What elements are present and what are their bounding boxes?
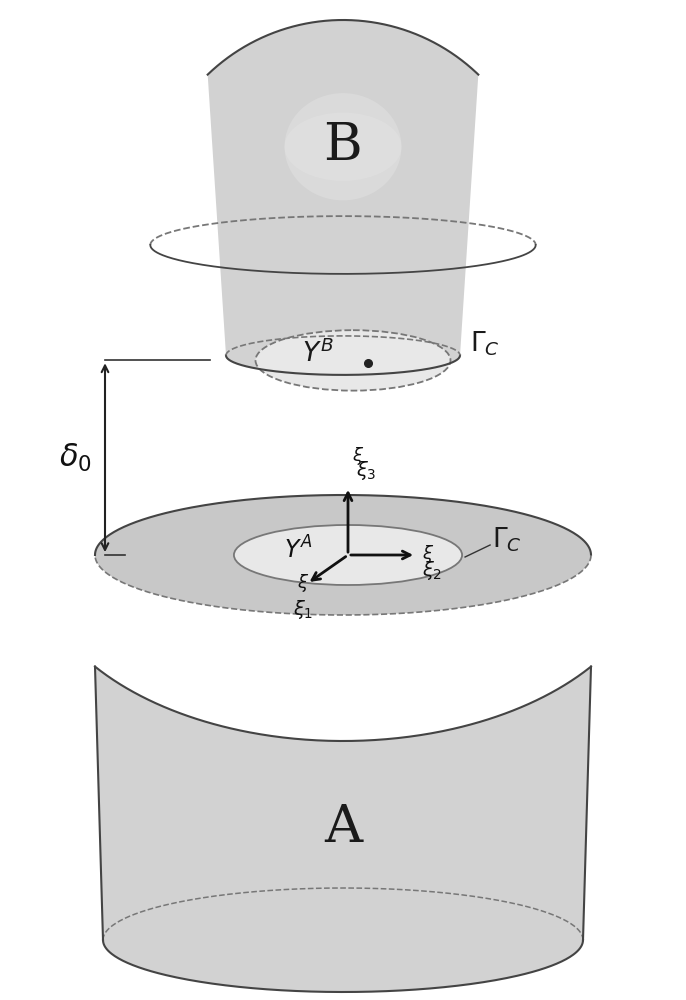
Ellipse shape: [285, 93, 401, 200]
Ellipse shape: [255, 330, 451, 391]
Text: $Y^A$: $Y^A$: [284, 536, 312, 564]
Text: $\xi_2$: $\xi_2$: [422, 559, 442, 582]
Text: $\Gamma_C$: $\Gamma_C$: [471, 329, 500, 358]
Text: $\delta_0$: $\delta_0$: [58, 442, 91, 474]
Text: $Y^B$: $Y^B$: [303, 338, 334, 367]
Text: $\xi_1$: $\xi_1$: [293, 598, 314, 621]
Polygon shape: [208, 20, 478, 375]
Polygon shape: [95, 667, 591, 992]
Polygon shape: [95, 495, 591, 615]
Ellipse shape: [285, 113, 401, 181]
Text: A: A: [324, 802, 362, 853]
Ellipse shape: [234, 525, 462, 585]
Text: $\xi_3$: $\xi_3$: [356, 459, 377, 482]
Text: $\Gamma_C$: $\Gamma_C$: [492, 526, 522, 554]
Text: $\xi$: $\xi$: [422, 543, 434, 565]
Text: $\xi$: $\xi$: [352, 445, 364, 467]
Text: $\xi$: $\xi$: [297, 572, 309, 594]
Text: B: B: [324, 119, 362, 170]
